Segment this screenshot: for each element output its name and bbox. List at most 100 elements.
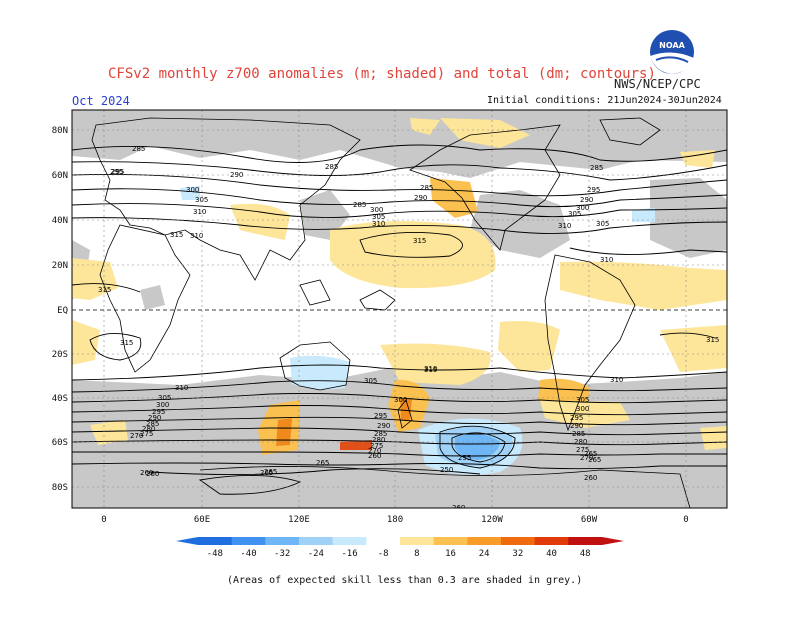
map-gridlines bbox=[72, 110, 727, 508]
colorbar-label: 24 bbox=[479, 549, 490, 559]
contour-label: 285 bbox=[374, 430, 387, 438]
contour-label: 295 bbox=[587, 186, 600, 194]
contour-label: 300 bbox=[576, 405, 589, 413]
colorbar-label: 48 bbox=[580, 549, 591, 559]
colorbar-label: -16 bbox=[341, 549, 357, 559]
forecast-month: Oct 2024 bbox=[72, 94, 130, 108]
contour-label: 280 bbox=[372, 436, 385, 444]
lat-label: 40S bbox=[52, 394, 68, 404]
contour-label: 250 bbox=[440, 466, 453, 474]
contour-label: 265 bbox=[584, 450, 597, 458]
colorbar-swatch bbox=[366, 537, 401, 545]
lon-label: 0 bbox=[683, 515, 688, 525]
colorbar-swatch bbox=[501, 537, 536, 545]
colorbar-swatch bbox=[231, 537, 266, 545]
colorbar-label: -48 bbox=[207, 549, 223, 559]
organization-label: NWS/NCEP/CPC bbox=[614, 77, 701, 91]
colorbar-swatch bbox=[568, 537, 603, 545]
contour-label: 310 bbox=[558, 222, 571, 230]
contour-label: 310 bbox=[190, 232, 203, 240]
contour-label: 260 bbox=[584, 474, 597, 482]
map-title: CFSv2 monthly z700 anomalies (m; shaded)… bbox=[108, 66, 656, 82]
contour-label: 315 bbox=[424, 366, 437, 374]
colorbar-label: -40 bbox=[240, 549, 256, 559]
contour-label: 300 bbox=[576, 204, 589, 212]
lat-label: EQ bbox=[57, 306, 68, 316]
lon-label: 60E bbox=[194, 515, 210, 525]
contour-label: 265 bbox=[316, 459, 329, 467]
contour-label: 295 bbox=[111, 168, 124, 176]
lat-label: 20S bbox=[52, 350, 68, 360]
contour-label: 265 bbox=[264, 468, 277, 476]
colorbar-swatch bbox=[433, 537, 468, 545]
colorbar-label: -24 bbox=[308, 549, 324, 559]
lat-label: 80S bbox=[52, 483, 68, 493]
lat-label: 60S bbox=[52, 438, 68, 448]
contour-label: 315 bbox=[98, 286, 111, 294]
contour-label: 275 bbox=[140, 430, 153, 438]
contour-label: 310 bbox=[193, 208, 206, 216]
positive-anomaly-shading bbox=[72, 118, 727, 455]
colorbar-swatch bbox=[265, 537, 300, 545]
contour-label: 300 bbox=[186, 186, 199, 194]
lon-label: 120E bbox=[288, 515, 310, 525]
contour-label: 310 bbox=[610, 376, 623, 384]
lon-label: 60W bbox=[581, 515, 598, 525]
colorbar-label: 16 bbox=[445, 549, 456, 559]
contour-label: 305 bbox=[158, 394, 171, 402]
colorbar-swatch bbox=[198, 537, 233, 545]
contour-label: 305 bbox=[372, 213, 385, 221]
contour-label: 290 bbox=[570, 422, 583, 430]
colorbar-label: 40 bbox=[546, 549, 557, 559]
noaa-logo-icon: NOAA bbox=[650, 30, 694, 74]
contour-label: 260 bbox=[146, 470, 159, 478]
contour-label: 285 bbox=[590, 164, 603, 172]
contour-label: 310 bbox=[424, 365, 437, 373]
contour-label: 305 bbox=[596, 220, 609, 228]
lat-label: 40N bbox=[52, 216, 68, 226]
lon-label: 120W bbox=[481, 515, 503, 525]
contour-label: 300 bbox=[370, 206, 383, 214]
contour-label: 275 bbox=[370, 442, 383, 450]
contour-labels: 285 295 290 285 285 290 295 300 305 310 … bbox=[98, 145, 719, 508]
contour-label: 270 bbox=[580, 454, 593, 462]
contour-label: 295 bbox=[570, 414, 583, 422]
contour-label: 265 bbox=[588, 456, 601, 464]
colorbar-left-arrow bbox=[176, 537, 198, 545]
contour-label: 285 bbox=[325, 163, 338, 171]
contour-label: 300 bbox=[394, 396, 407, 404]
contour-label: 255 bbox=[458, 454, 471, 462]
contour-label: 300 bbox=[156, 401, 169, 409]
colorbar-swatch bbox=[467, 537, 502, 545]
latitude-labels: 80N 60N 40N 20N EQ 20S 40S 60S 80S bbox=[52, 126, 68, 493]
colorbar-label: 8 bbox=[414, 549, 419, 559]
contour-label: 295 bbox=[374, 412, 387, 420]
lat-label: 20N bbox=[52, 261, 68, 271]
colorbar-label: 32 bbox=[512, 549, 523, 559]
contour-label: 305 bbox=[364, 377, 377, 385]
contour-label: 265 bbox=[260, 469, 273, 477]
contour-label: 260 bbox=[140, 469, 153, 477]
contour-label: 315 bbox=[413, 237, 426, 245]
contour-label: 285 bbox=[420, 184, 433, 192]
contour-label: 295 bbox=[152, 408, 165, 416]
lon-label: 180 bbox=[387, 515, 403, 525]
contour-label: 290 bbox=[580, 196, 593, 204]
contour-label: 270 bbox=[368, 447, 381, 455]
contour-label: 285 bbox=[572, 430, 585, 438]
lon-label: 0 bbox=[101, 515, 106, 525]
longitude-labels: 0 60E 120E 180 120W 60W 0 bbox=[101, 515, 688, 525]
contour-label: 290 bbox=[377, 422, 390, 430]
contour-label: 260 bbox=[368, 452, 381, 460]
contour-label: 315 bbox=[120, 339, 133, 347]
contour-label: 305 bbox=[576, 396, 589, 404]
contour-label: 310 bbox=[372, 220, 385, 228]
contour-label: 285 bbox=[146, 420, 159, 428]
colorbar: -48 -40 -32 -24 -16 -8 8 16 24 32 40 48 bbox=[176, 537, 624, 559]
contour-label: 290 bbox=[230, 171, 243, 179]
colorbar-swatch bbox=[534, 537, 569, 545]
colorbar-label: -8 bbox=[378, 549, 389, 559]
contour-label: 290 bbox=[148, 414, 161, 422]
contour-label: 285 bbox=[132, 145, 145, 153]
